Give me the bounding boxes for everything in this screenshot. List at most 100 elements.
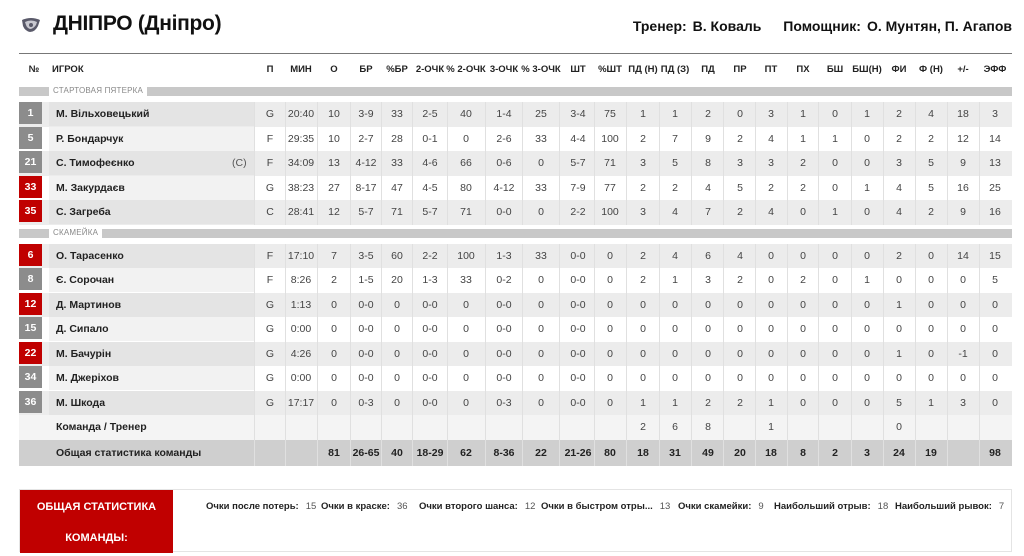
- stat-7: 1-4: [496, 108, 512, 120]
- column-header[interactable]: П: [266, 64, 274, 75]
- column-divider: [755, 126, 756, 151]
- column-divider: [979, 317, 980, 342]
- stat-1: 4:26: [290, 347, 312, 360]
- player-name[interactable]: Є. Сорочан: [56, 274, 115, 286]
- column-header[interactable]: ПХ: [796, 64, 810, 75]
- column-divider: [691, 439, 692, 466]
- player-name[interactable]: М. Шкода: [56, 396, 106, 409]
- stat-11: 2: [640, 274, 646, 286]
- column-header[interactable]: ФИ: [891, 64, 907, 75]
- column-divider: [485, 439, 486, 466]
- column-header[interactable]: ПД: [701, 64, 715, 75]
- player-name[interactable]: Д. Мартинов: [56, 298, 122, 311]
- column-header[interactable]: БШ(Н): [852, 64, 882, 75]
- column-divider: [915, 102, 916, 127]
- column-header[interactable]: О: [330, 64, 338, 75]
- column-header[interactable]: ЭФФ: [983, 64, 1007, 75]
- player-name[interactable]: М. Джеріхов: [56, 372, 119, 384]
- column-header[interactable]: ПР: [733, 64, 747, 75]
- column-header[interactable]: %БР: [386, 64, 408, 75]
- column-divider: [755, 151, 756, 176]
- column-divider: [350, 390, 351, 415]
- player-name[interactable]: Р. Бондарчук: [56, 132, 124, 145]
- player-row[interactable]: 15 Д. Сипало G 0:00 0 0-0 0 0-0 0 0-0 0 0-0 0 0 0 0 0 0 0 0…: [19, 317, 1012, 342]
- column-header[interactable]: БШ: [826, 64, 844, 75]
- column-header[interactable]: 3-ОЧК: [489, 64, 519, 75]
- stat-5: 0-1: [422, 132, 438, 145]
- column-divider: [818, 268, 819, 293]
- column-divider: [947, 175, 948, 200]
- column-divider: [317, 366, 318, 391]
- player-row[interactable]: 33 М. Закурдаєв G 38:23 27 8-17 47 4-5 80 4-12 33 7…: [19, 175, 1012, 200]
- player-name[interactable]: Д. Сипало: [56, 323, 109, 335]
- player-row[interactable]: 21 С. Тимофеєнко (C) F 34:09 13 4-12 33 4-6 66 0-6…: [19, 151, 1012, 176]
- column-divider: [317, 292, 318, 317]
- player-name[interactable]: М. Вільховецький: [56, 108, 150, 120]
- stat-6: 66: [460, 157, 472, 169]
- stat-14: 20: [734, 446, 746, 459]
- captain-marker: (C): [232, 157, 247, 169]
- starters-list: 1 М. Вільховецький G 20:40 10 3-9 33 2-5 40 1-4 25…: [19, 102, 1012, 225]
- column-divider: [755, 366, 756, 391]
- column-divider: [485, 317, 486, 342]
- player-name[interactable]: С. Загреба: [56, 206, 111, 218]
- column-header[interactable]: ПТ: [764, 64, 778, 75]
- player-row[interactable]: 1 М. Вільховецький G 20:40 10 3-9 33 2-5 40 1-4 25…: [19, 102, 1012, 127]
- totals-row: Общая статистика команды 81 26-65 40 18-29 62…: [19, 439, 1012, 466]
- player-name[interactable]: М. Бачурін: [56, 347, 112, 360]
- column-divider: [691, 415, 692, 440]
- player-name[interactable]: О. Тарасенко: [56, 249, 124, 262]
- stat-22: 0: [992, 372, 998, 384]
- player-row[interactable]: 6 О. Тарасенко F 17:10 7 3-5 60 2-2 100 1-3 33 0-0 0…: [19, 243, 1012, 268]
- column-divider: [787, 175, 788, 200]
- stat-11: 3: [640, 157, 646, 169]
- column-header[interactable]: % 3-ОЧК: [521, 64, 561, 75]
- column-header[interactable]: Ф (Н): [919, 64, 943, 75]
- stat-5: 0-0: [422, 323, 438, 335]
- column-divider: [755, 341, 756, 366]
- player-row[interactable]: 36 М. Шкода G 17:17 0 0-3 0 0-0 0 0-3 0 0-0 0 1 1 2 2 1 0 0…: [19, 390, 1012, 415]
- player-row[interactable]: 8 Є. Сорочан F 8:26 2 1-5 20 1-3 33 0-2 0 0-0 0 2 1 3 2 0…: [19, 268, 1012, 293]
- stat-10: 0: [607, 298, 613, 311]
- column-divider: [979, 175, 980, 200]
- column-divider: [522, 292, 523, 317]
- column-header[interactable]: +/-: [957, 64, 969, 75]
- column-divider: [447, 175, 448, 200]
- column-header[interactable]: % 2-ОЧК: [446, 64, 486, 75]
- column-divider: [818, 102, 819, 127]
- column-header[interactable]: ПД (З): [660, 64, 690, 75]
- stat-2: 0: [331, 298, 337, 311]
- stat-18: 1: [864, 274, 870, 286]
- stat-21: 3: [960, 396, 966, 409]
- summary-stat-value: 9: [758, 501, 764, 512]
- column-divider: [350, 366, 351, 391]
- column-divider: [787, 200, 788, 225]
- column-divider: [947, 341, 948, 366]
- player-name[interactable]: С. Тимофеєнко: [56, 157, 135, 169]
- column-divider: [381, 102, 382, 127]
- column-header[interactable]: ПД (Н): [628, 64, 658, 75]
- coaches-info: Тренер: В. Коваль Помощник: О. Мунтян, П. …: [633, 18, 1012, 34]
- player-name[interactable]: М. Закурдаєв: [56, 181, 125, 194]
- column-divider: [381, 439, 382, 466]
- stat-0: G: [265, 298, 275, 311]
- column-divider: [851, 102, 852, 127]
- stat-4: 60: [391, 249, 403, 262]
- column-header[interactable]: 2-ОЧК: [415, 64, 445, 75]
- column-header[interactable]: №: [28, 64, 40, 75]
- stat-4: 0: [394, 323, 400, 335]
- column-header[interactable]: БР: [359, 64, 373, 75]
- player-row[interactable]: 35 С. Загреба C 28:41 12 5-7 71 5-7 71 0-0 0 2-2 100…: [19, 200, 1012, 225]
- player-row[interactable]: 12 Д. Мартинов G 1:13 0 0-0 0 0-0 0 0-0 0 0-0 0 0 0 0 0 0…: [19, 292, 1012, 317]
- column-divider: [979, 341, 980, 366]
- column-divider: [559, 439, 560, 466]
- player-row[interactable]: 34 М. Джеріхов G 0:00 0 0-0 0 0-0 0 0-0 0 0-0 0 0 0 0 0 0…: [19, 366, 1012, 391]
- player-row[interactable]: 22 М. Бачурін G 4:26 0 0-0 0 0-0 0 0-0 0 0-0 0 0 0 0 0 0 0…: [19, 341, 1012, 366]
- column-header[interactable]: %ШТ: [598, 64, 622, 75]
- summary-stat-label: Наибольший отрыв:: [774, 501, 871, 512]
- column-divider: [285, 366, 286, 391]
- column-header[interactable]: ШТ: [570, 64, 586, 75]
- column-header[interactable]: МИН: [290, 64, 312, 75]
- column-header[interactable]: ИГРОК: [52, 64, 84, 75]
- player-row[interactable]: 5 Р. Бондарчук F 29:35 10 2-7 28 0-1 0 2-6 33 4-4 10…: [19, 126, 1012, 151]
